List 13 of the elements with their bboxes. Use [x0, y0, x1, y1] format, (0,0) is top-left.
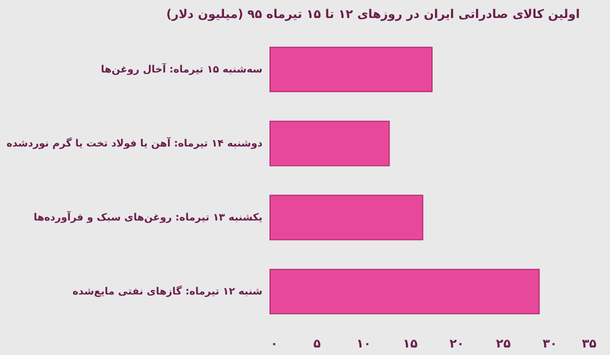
x-tick-label: ۲۰ [449, 336, 464, 350]
x-tick-label: ۱۵ [402, 336, 418, 350]
chart-title: اولین کالای صادراتی ایران در روزهای ۱۲ تا ۱۵ تیرماه ۹۵ (میلیون دلار) [166, 7, 580, 21]
x-tick-label: ۳۰ [542, 336, 558, 350]
x-tick-label: ۳۵ [582, 336, 596, 350]
x-tick-label: ۲۵ [496, 336, 511, 350]
y-tick-label: یکشنبه ۱۳ تیرماه: روغن‌های سبک و فرآورده‌ها [34, 210, 263, 224]
y-tick-label: شنبه ۱۲ تیرماه: گازهای نفتی مایع‌شده [72, 284, 263, 298]
x-tick-label: ۵ [313, 336, 321, 350]
y-tick-label: سه‌شنبه ۱۵ تیرماه: آخال روغن‌ها [100, 62, 263, 76]
x-tick-label: ۰ [270, 336, 278, 350]
y-tick-label: دوشنبه ۱۴ تیرماه: آهن یا فولاد تخت یا گرم نوردشده [6, 136, 262, 150]
x-tick-label: ۱۰ [356, 336, 371, 350]
